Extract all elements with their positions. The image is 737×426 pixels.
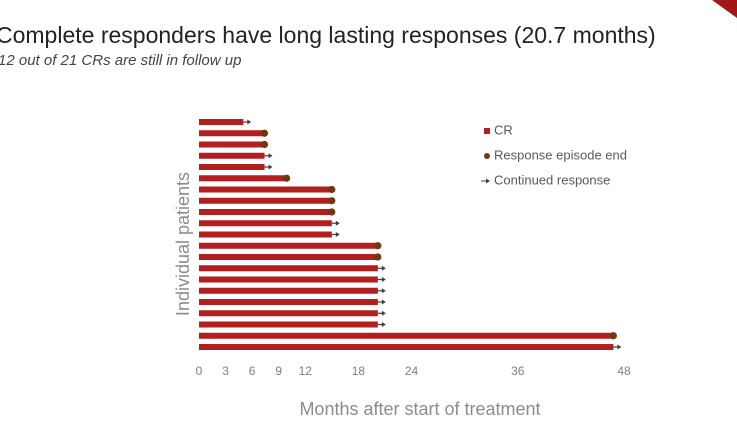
continued-marker: [377, 265, 386, 271]
bar: [199, 164, 265, 170]
end-marker: [609, 332, 617, 340]
x-tick-label: 0: [196, 364, 203, 378]
continued-marker: [243, 119, 252, 125]
bar: [199, 276, 378, 283]
bar: [199, 130, 265, 137]
x-tick-label: 18: [352, 364, 366, 378]
bar: [199, 242, 378, 249]
x-tick-label: 36: [511, 364, 525, 378]
continued-marker: [331, 232, 340, 237]
end-marker: [374, 242, 382, 250]
end-marker: [328, 208, 336, 216]
end-marker: [283, 174, 291, 182]
bar: [199, 119, 244, 125]
legend-swatch: [484, 128, 490, 134]
bar: [199, 220, 332, 227]
bar: [199, 209, 332, 215]
legend-swatch: [481, 178, 490, 184]
legend-swatch: [484, 153, 490, 159]
corner-decoration: [712, 0, 737, 18]
continued-marker: [613, 344, 622, 350]
continued-marker: [331, 220, 340, 226]
bar: [199, 321, 378, 328]
continued-marker: [377, 288, 386, 294]
end-marker: [374, 253, 382, 261]
legend-label: CR: [494, 122, 513, 137]
end-marker: [328, 185, 336, 194]
bar: [199, 254, 378, 260]
chart-subtitle: 12 out of 21 CRs are still in follow up: [0, 52, 241, 69]
x-axis-label: Months after start of treatment: [299, 399, 540, 419]
end-marker: [260, 140, 269, 149]
continued-marker: [377, 322, 386, 327]
continued-marker: [264, 153, 273, 159]
x-tick-label: 6: [249, 364, 256, 378]
continued-marker: [377, 277, 386, 282]
bar: [199, 265, 378, 272]
legend-label: Continued response: [494, 172, 610, 187]
bar: [199, 175, 287, 182]
bar: [199, 141, 265, 148]
x-tick-label: 12: [299, 364, 313, 378]
bar: [199, 310, 378, 317]
x-tick-label: 48: [617, 364, 631, 378]
bar: [199, 344, 614, 350]
bar: [199, 197, 332, 204]
x-tick-label: 3: [222, 364, 229, 378]
bar: [199, 287, 378, 294]
end-marker: [260, 129, 269, 137]
chart-title: Complete responders have long lasting re…: [0, 22, 656, 48]
y-axis-label: Individual patients: [173, 172, 193, 316]
bar: [199, 299, 378, 305]
legend-label: Response episode end: [494, 147, 627, 162]
bar: [199, 152, 265, 159]
bar: [199, 186, 332, 193]
continued-marker: [377, 299, 386, 305]
bar: [199, 231, 332, 238]
continued-marker: [377, 310, 386, 316]
x-tick-label: 9: [275, 364, 282, 378]
continued-marker: [264, 164, 273, 170]
end-marker: [328, 197, 336, 205]
x-tick-label: 24: [405, 364, 419, 378]
bar: [199, 332, 614, 339]
